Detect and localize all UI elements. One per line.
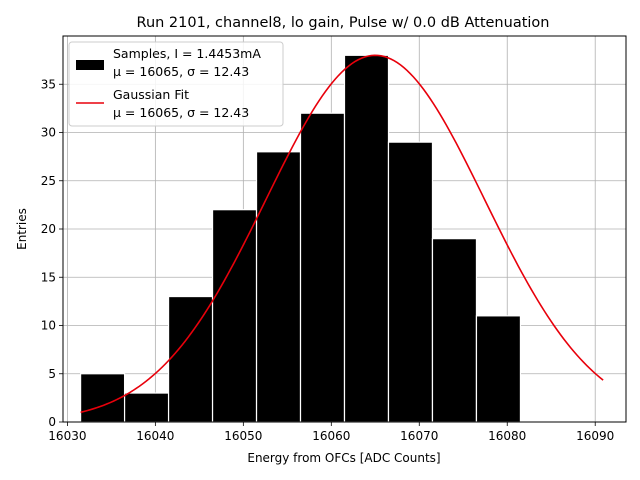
- chart-title: Run 2101, channel8, lo gain, Pulse w/ 0.…: [137, 15, 550, 31]
- histogram-bar-8: [387, 141, 434, 423]
- legend-label-samples: Samples, I = 1.4453mA: [113, 46, 261, 61]
- y-tick-label: 15: [41, 270, 56, 284]
- histogram-bar-3: [167, 295, 214, 423]
- x-tick-label: 16090: [576, 429, 614, 443]
- x-tick-label: 16060: [312, 429, 350, 443]
- histogram-bar-10: [475, 315, 522, 423]
- histogram-bar-2: [123, 392, 170, 423]
- histogram-bar-7: [343, 54, 390, 423]
- legend-swatch-samples: [76, 60, 104, 70]
- y-tick-label: 10: [41, 319, 56, 333]
- legend-stats-samples: μ = 16065, σ = 12.43: [113, 64, 249, 79]
- gaussian-fit: [80, 54, 604, 414]
- x-axis-label: Energy from OFCs [ADC Counts]: [247, 451, 440, 465]
- y-axis-label: Entries: [15, 208, 29, 250]
- legend-label-fit: Gaussian Fit: [113, 87, 189, 102]
- histogram-bar-6: [299, 112, 346, 423]
- x-axis-ticks: 16030 16040 16050 16060 16070 16080 16090: [48, 422, 614, 443]
- histogram-bar-1: [79, 373, 126, 423]
- y-tick-label: 0: [48, 415, 56, 429]
- histogram-bar-5: [255, 151, 302, 423]
- y-axis-ticks: 0 5 10 15 20 25 30 35: [41, 77, 63, 429]
- histogram-bars: [79, 54, 522, 423]
- y-tick-label: 20: [41, 222, 56, 236]
- histogram-bar-4: [211, 209, 258, 423]
- x-tick-label: 16080: [488, 429, 526, 443]
- x-tick-label: 16050: [224, 429, 262, 443]
- y-tick-label: 35: [41, 77, 56, 91]
- legend-box: [68, 41, 284, 127]
- y-tick-label: 30: [41, 126, 56, 140]
- y-tick-label: 5: [48, 367, 56, 381]
- legend: Samples, I = 1.4453mA μ = 16065, σ = 12.…: [68, 41, 284, 127]
- x-tick-label: 16040: [136, 429, 174, 443]
- x-tick-label: 16070: [400, 429, 438, 443]
- histogram-bar-9: [431, 238, 478, 423]
- legend-stats-fit: μ = 16065, σ = 12.43: [113, 105, 249, 120]
- gaussian-fit-curve: [80, 54, 604, 414]
- x-tick-label: 16030: [48, 429, 86, 443]
- y-tick-label: 25: [41, 174, 56, 188]
